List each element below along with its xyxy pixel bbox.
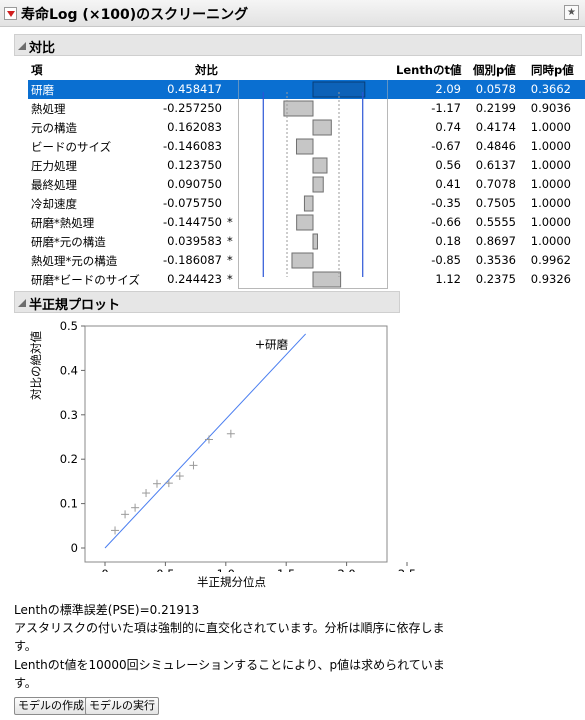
table-row[interactable]: 熱処理 -0.257250 -1.17 0.2199 0.9036 bbox=[31, 101, 571, 116]
star-icon[interactable]: ★ bbox=[564, 5, 579, 20]
contrast-bar bbox=[312, 271, 342, 288]
x-tick-label: 1.0 bbox=[217, 567, 235, 572]
contrast-bar bbox=[303, 195, 314, 212]
data-point bbox=[189, 461, 198, 470]
data-point bbox=[256, 340, 265, 349]
report-title-bar: 寿命Log (×100)のスクリーニング ★ bbox=[0, 0, 585, 27]
make-model-button[interactable]: モデルの作成 bbox=[14, 697, 88, 715]
contrast-bar bbox=[295, 138, 314, 155]
contrast-bar bbox=[312, 81, 366, 98]
contrast-bar-chart bbox=[238, 80, 388, 289]
half-normal-plot: 0 0.5 1.0 1.5 2.0 2.5 0 0.1 0.2 0.3 0.4 0.5 研磨 bbox=[60, 319, 416, 572]
contrast-bar bbox=[283, 100, 314, 117]
contrast-bar bbox=[312, 119, 332, 136]
disclosure-triangle-icon[interactable] bbox=[18, 299, 26, 307]
y-tick-label: 0 bbox=[71, 541, 78, 555]
half-normal-plot-title: 半正規プロット bbox=[29, 298, 121, 313]
data-point bbox=[121, 510, 130, 519]
table-row[interactable]: 冷却速度 -0.075750 -0.35 0.7505 1.0000 bbox=[31, 196, 571, 211]
header-indiv-p: 個別p値 bbox=[473, 63, 516, 77]
x-tick-label: 0 bbox=[101, 567, 108, 572]
contrast-bar bbox=[312, 157, 328, 174]
contrasts-section-title: 対比 bbox=[29, 41, 56, 56]
pse-note: Lenthの標準誤差(PSE)=0.21913 bbox=[14, 603, 200, 617]
table-row[interactable]: 熱処理*元の構造 -0.186087 * -0.85 0.3536 0.9962 bbox=[31, 253, 571, 268]
y-tick-label: 0.1 bbox=[60, 497, 78, 511]
simulation-note-1: Lenthのt値を10000回シミュレーションすることにより、p値は求められてい… bbox=[14, 658, 445, 672]
contrast-bar bbox=[312, 233, 318, 250]
data-point bbox=[111, 526, 120, 535]
data-point bbox=[131, 503, 140, 512]
table-row[interactable]: 研磨*ビードのサイズ 0.244423 * 1.12 0.2375 0.9326 bbox=[31, 272, 571, 287]
header-contrast: 対比 bbox=[195, 63, 218, 77]
y-tick-label: 0.5 bbox=[60, 319, 78, 333]
header-simul-p: 同時p値 bbox=[531, 63, 574, 77]
data-point bbox=[152, 479, 161, 488]
x-tick-label: 0.5 bbox=[156, 567, 174, 572]
contrast-bar bbox=[296, 214, 314, 231]
orthogonal-note-1: アスタリスクの付いた項は強制的に直交化されています。分析は順序に依存しま bbox=[14, 621, 445, 635]
table-row[interactable]: 最終処理 0.090750 0.41 0.7078 1.0000 bbox=[31, 177, 571, 192]
table-row[interactable]: 研磨*熱処理 -0.144750 * -0.66 0.5555 1.0000 bbox=[31, 215, 571, 230]
half-normal-plot-section-header[interactable]: 半正規プロット bbox=[14, 291, 400, 313]
simulation-note-2: す。 bbox=[14, 676, 37, 690]
data-point bbox=[204, 435, 213, 444]
x-tick-label: 2.0 bbox=[337, 567, 355, 572]
y-tick-label: 0.2 bbox=[60, 452, 78, 466]
data-point bbox=[142, 489, 151, 498]
data-point bbox=[226, 429, 235, 438]
table-row[interactable]: 元の構造 0.162083 0.74 0.4174 1.0000 bbox=[31, 120, 571, 135]
contrast-bar bbox=[291, 252, 314, 269]
contrast-bar bbox=[312, 176, 324, 193]
data-point bbox=[175, 472, 184, 481]
red-triangle-menu-icon[interactable] bbox=[4, 7, 17, 20]
contrasts-section-header[interactable]: 対比 bbox=[14, 34, 582, 56]
table-row[interactable]: 研磨*元の構造 0.039583 * 0.18 0.8697 1.0000 bbox=[31, 234, 571, 249]
data-point-label: 研磨 bbox=[265, 337, 288, 351]
plot-frame bbox=[84, 325, 388, 563]
report-title: 寿命Log (×100)のスクリーニング bbox=[21, 7, 249, 23]
x-tick-label: 1.5 bbox=[277, 567, 295, 572]
x-tick-label: 2.5 bbox=[398, 567, 416, 572]
x-axis-label: 半正規分位点 bbox=[197, 575, 266, 589]
y-tick-label: 0.4 bbox=[60, 363, 78, 377]
y-axis-label: 対比の絶対値 bbox=[29, 331, 43, 400]
data-point bbox=[164, 479, 173, 488]
disclosure-triangle-icon[interactable] bbox=[18, 42, 26, 50]
table-row[interactable]: 圧力処理 0.123750 0.56 0.6137 1.0000 bbox=[31, 158, 571, 173]
orthogonal-note-2: す。 bbox=[14, 639, 37, 653]
run-model-button[interactable]: モデルの実行 bbox=[85, 697, 159, 715]
header-lenth-t: Lenthのt値 bbox=[396, 63, 462, 77]
y-tick-label: 0.3 bbox=[60, 408, 78, 422]
table-row[interactable]: ビードのサイズ -0.146083 -0.67 0.4846 1.0000 bbox=[31, 139, 571, 154]
half-normal-reference-line bbox=[104, 333, 307, 549]
header-term: 項 bbox=[31, 63, 43, 77]
